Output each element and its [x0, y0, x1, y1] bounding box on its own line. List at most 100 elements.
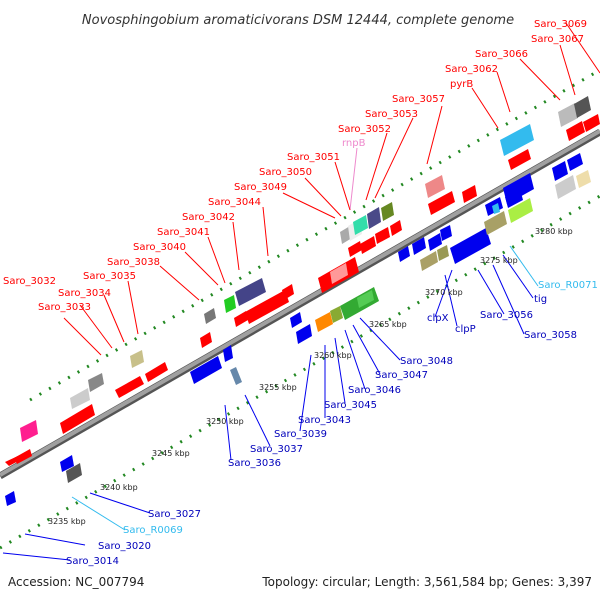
gene-label[interactable]: Saro_3047 — [375, 370, 428, 381]
gene-feature[interactable] — [484, 211, 507, 235]
gene-label[interactable]: Saro_3062 — [445, 64, 498, 75]
gene-label[interactable]: tig — [534, 294, 547, 305]
gene-label[interactable]: Saro_3046 — [348, 385, 401, 396]
gene-feature[interactable] — [566, 121, 585, 141]
gene-feature[interactable] — [500, 124, 534, 156]
gene-label[interactable]: Saro_3040 — [133, 242, 186, 253]
gene-feature[interactable] — [353, 215, 368, 235]
gene-feature[interactable] — [555, 175, 576, 199]
gene-feature[interactable] — [235, 278, 266, 306]
gene-label[interactable]: Saro_3048 — [400, 356, 453, 367]
gene-feature[interactable] — [450, 228, 491, 264]
gene-label[interactable]: Saro_3056 — [480, 310, 533, 321]
gene-feature[interactable] — [290, 312, 302, 328]
gene-feature[interactable] — [245, 290, 289, 324]
gene-feature[interactable] — [381, 202, 394, 221]
gene-label[interactable]: clpX — [427, 313, 449, 324]
gene-feature[interactable] — [574, 96, 591, 118]
gene-label[interactable]: Saro_3037 — [250, 444, 303, 455]
accession-text: Accession: NC_007794 — [8, 575, 144, 589]
gene-label[interactable]: Saro_3057 — [392, 94, 445, 105]
gene-label[interactable]: Saro_3036 — [228, 458, 281, 469]
gene-label[interactable]: Saro_3033 — [38, 302, 91, 313]
gene-feature[interactable] — [282, 284, 294, 300]
gene-label[interactable]: Saro_3038 — [107, 257, 160, 268]
gene-label[interactable]: Saro_3035 — [83, 271, 136, 282]
gene-feature[interactable] — [492, 203, 500, 214]
gene-feature[interactable] — [200, 332, 212, 348]
gene-feature[interactable] — [296, 324, 312, 344]
gene-label[interactable]: pyrB — [450, 79, 473, 90]
gene-label[interactable]: Saro_3014 — [66, 556, 119, 567]
gene-label[interactable]: Saro_3051 — [287, 152, 340, 163]
gene-feature[interactable] — [348, 241, 362, 257]
gene-label[interactable]: rnpB — [342, 138, 366, 149]
gene-feature[interactable] — [420, 251, 438, 271]
gene-feature[interactable] — [357, 290, 374, 308]
gene-feature[interactable] — [223, 345, 233, 362]
gene-feature[interactable] — [115, 376, 144, 398]
gene-label[interactable]: Saro_3045 — [324, 400, 377, 411]
gene-label[interactable]: Saro_3067 — [531, 34, 584, 45]
gene-label[interactable]: Saro_3041 — [157, 227, 210, 238]
gene-feature[interactable] — [428, 191, 455, 215]
gene-feature[interactable] — [5, 491, 16, 506]
gene-feature[interactable] — [375, 227, 390, 244]
gene-feature[interactable] — [224, 295, 236, 313]
gene-feature[interactable] — [70, 388, 90, 409]
gene-feature[interactable] — [440, 225, 452, 241]
gene-feature[interactable] — [230, 367, 242, 385]
gene-feature[interactable] — [437, 245, 449, 261]
gene-feature[interactable] — [315, 312, 333, 332]
gene-feature[interactable] — [130, 350, 144, 368]
gene-feature[interactable] — [390, 220, 402, 236]
gene-feature[interactable] — [425, 175, 445, 198]
gene-feature[interactable] — [145, 362, 168, 382]
gene-feature[interactable] — [583, 114, 600, 132]
gene-feature[interactable] — [88, 373, 104, 392]
gene-feature[interactable] — [190, 356, 222, 384]
gene-feature[interactable] — [412, 237, 426, 255]
gene-label[interactable]: Saro_3052 — [338, 124, 391, 135]
gene-label[interactable]: Saro_3034 — [58, 288, 111, 299]
kbp-label: 3235 kbp — [48, 517, 86, 526]
gene-feature[interactable] — [330, 263, 348, 284]
gene-feature[interactable] — [576, 170, 591, 188]
gene-label[interactable]: Saro_3020 — [98, 541, 151, 552]
gene-label[interactable]: Saro_3042 — [182, 212, 235, 223]
gene-label[interactable]: Saro_3053 — [365, 109, 418, 120]
gene-feature[interactable] — [66, 463, 82, 483]
gene-label[interactable]: Saro_3058 — [524, 330, 577, 341]
gene-label[interactable]: Saro_3044 — [208, 197, 261, 208]
gene-label[interactable]: Saro_3032 — [3, 276, 56, 287]
gene-label[interactable]: Saro_3049 — [234, 182, 287, 193]
gene-feature[interactable] — [398, 246, 410, 262]
gene-label[interactable]: Saro_R0071 — [538, 280, 598, 291]
gene-feature[interactable] — [503, 173, 534, 204]
gene-feature[interactable] — [60, 455, 74, 472]
gene-feature[interactable] — [330, 306, 343, 323]
gene-feature[interactable] — [14, 449, 32, 464]
gene-feature[interactable] — [558, 103, 578, 127]
gene-label[interactable]: Saro_3066 — [475, 49, 528, 60]
kbp-label: 3260 kbp — [314, 351, 352, 360]
gene-label[interactable]: clpP — [455, 324, 476, 335]
gene-feature[interactable] — [567, 153, 583, 171]
gene-label[interactable]: Saro_3027 — [148, 509, 201, 520]
gene-feature[interactable] — [508, 198, 533, 223]
gene-label[interactable]: Saro_3050 — [259, 167, 312, 178]
gene-feature[interactable] — [428, 233, 442, 251]
gene-label[interactable]: Saro_3043 — [298, 415, 351, 426]
gene-feature[interactable] — [508, 149, 531, 170]
gene-label[interactable]: Saro_3039 — [274, 429, 327, 440]
gene-feature[interactable] — [204, 308, 216, 324]
gene-feature[interactable] — [234, 311, 248, 327]
gene-feature[interactable] — [462, 185, 477, 203]
gene-label[interactable]: Saro_R0069 — [123, 525, 183, 536]
gene-feature[interactable] — [20, 420, 38, 442]
gene-feature[interactable] — [360, 236, 376, 254]
gene-feature[interactable] — [60, 404, 95, 434]
gene-feature[interactable] — [552, 161, 568, 181]
gene-feature[interactable] — [367, 207, 381, 229]
gene-label[interactable]: Saro_3069 — [534, 19, 587, 30]
